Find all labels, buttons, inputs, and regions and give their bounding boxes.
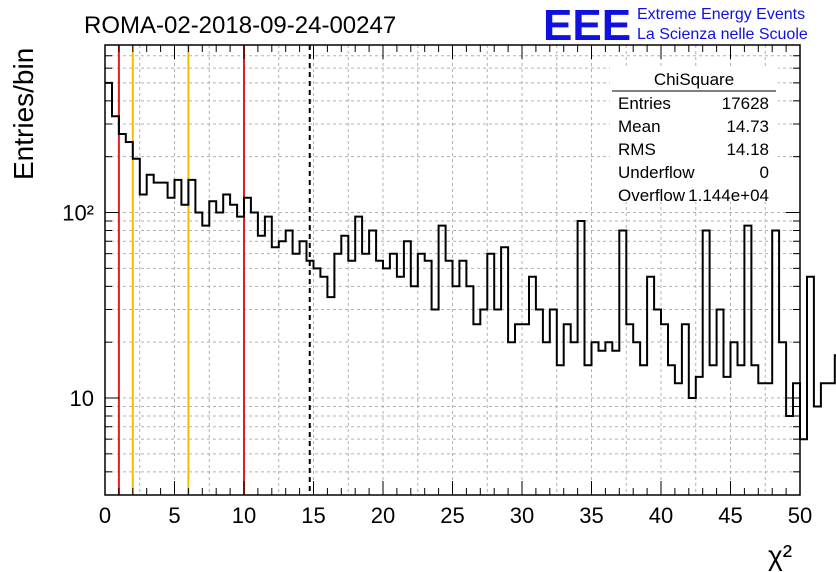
logo-line1: Extreme Energy Events bbox=[637, 6, 805, 23]
stats-box: ChiSquare Entries 17628 Mean 14.73 RMS 1… bbox=[610, 66, 778, 205]
eee-logo: EEE Extreme Energy Events La Scienza nel… bbox=[543, 1, 808, 50]
stats-label-underflow: Underflow bbox=[618, 163, 695, 182]
x-tick-label: 35 bbox=[579, 503, 603, 528]
stats-value-mean: 14.73 bbox=[726, 117, 769, 136]
y-tick-label: 10² bbox=[62, 201, 94, 226]
stats-value-underflow: 0 bbox=[760, 163, 769, 182]
y-axis-label: Entries/bin bbox=[8, 48, 39, 180]
x-tick-label: 15 bbox=[301, 503, 325, 528]
x-tick-label: 40 bbox=[649, 503, 673, 528]
x-tick-label: 10 bbox=[232, 503, 256, 528]
axis-ticks bbox=[104, 44, 801, 496]
y-tick-labels: 10 10² bbox=[62, 201, 94, 411]
stats-value-entries: 17628 bbox=[722, 94, 769, 113]
chart-title: ROMA-02-2018-09-24-00247 bbox=[84, 12, 396, 39]
stats-value-rms: 14.18 bbox=[726, 140, 769, 159]
stats-value-overflow: 1.144e+04 bbox=[688, 186, 769, 205]
histogram-outline bbox=[105, 81, 836, 441]
stats-box-bg bbox=[610, 66, 778, 202]
x-tick-label: 30 bbox=[510, 503, 534, 528]
x-tick-label: 0 bbox=[99, 503, 111, 528]
reference-lines bbox=[117, 45, 311, 495]
stats-label-overflow: Overflow bbox=[618, 186, 686, 205]
logo-line2: La Scienza nelle Scuole bbox=[637, 26, 808, 43]
x-axis-label: χ² bbox=[768, 540, 792, 571]
x-tick-label: 45 bbox=[718, 503, 742, 528]
x-tick-label: 25 bbox=[440, 503, 464, 528]
x-tick-label: 20 bbox=[371, 503, 395, 528]
y-tick-label: 10 bbox=[70, 386, 94, 411]
histogram bbox=[105, 81, 836, 441]
x-tick-labels: 0 5 10 15 20 25 30 35 40 45 50 bbox=[99, 503, 812, 528]
stats-label-rms: RMS bbox=[618, 140, 656, 159]
x-tick-label: 50 bbox=[788, 503, 812, 528]
stats-label-mean: Mean bbox=[618, 117, 661, 136]
stats-label-entries: Entries bbox=[618, 94, 671, 113]
logo-text: EEE bbox=[543, 1, 631, 50]
x-tick-label: 5 bbox=[168, 503, 180, 528]
stats-title: ChiSquare bbox=[654, 70, 734, 89]
